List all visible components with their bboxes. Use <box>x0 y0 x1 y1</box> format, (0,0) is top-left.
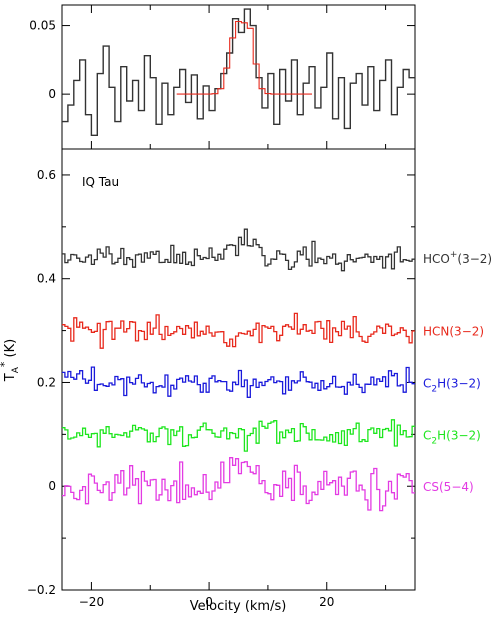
top-fit-line <box>176 20 312 95</box>
y-tick-label: −0.2 <box>27 583 56 597</box>
series-label: HCO+(3−2) <box>423 250 492 266</box>
series-label: C2H(3−2) <box>423 376 481 394</box>
svg-text:TA* (K): TA* (K) <box>0 339 21 382</box>
series-label: CS(5−4) <box>423 480 474 494</box>
y-tick-label: 0.2 <box>37 375 56 389</box>
x-axis-label: Velocity (km/s) <box>190 599 287 614</box>
spectrum-cs-5-4 <box>62 457 415 512</box>
spectrum-hcn-3-2 <box>62 312 415 349</box>
top-y-tick-label: 0.05 <box>29 19 56 33</box>
top-panel: 00.05 <box>29 4 416 150</box>
bottom-panel: −0.2 0 0.2 0.4 0.6 −20 0 20 HCO+(3−2) HCN(3−2) C2H… <box>27 148 492 609</box>
x-tick-label: 20 <box>319 595 334 609</box>
top-spectrum-line <box>62 8 415 136</box>
spectrum-c2h-3-2 <box>62 419 415 452</box>
spectrum-c2h-3-2 <box>62 366 415 398</box>
x-tick-label: 0 <box>205 595 213 609</box>
y-tick-label: 0.4 <box>37 272 56 286</box>
y-axis-label: TA* (K) <box>0 339 21 382</box>
spectrum-hco-3-2 <box>62 228 415 272</box>
y-tick-label: 0 <box>48 479 56 493</box>
top-y-tick-label: 0 <box>48 87 56 101</box>
target-name: IQ Tau <box>82 175 119 189</box>
series-label: C2H(3−2) <box>423 428 481 446</box>
y-tick-label: 0.6 <box>37 168 56 182</box>
x-tick-label: −20 <box>79 595 104 609</box>
series-label: HCN(3−2) <box>423 325 484 339</box>
bottom-frame <box>61 148 416 591</box>
